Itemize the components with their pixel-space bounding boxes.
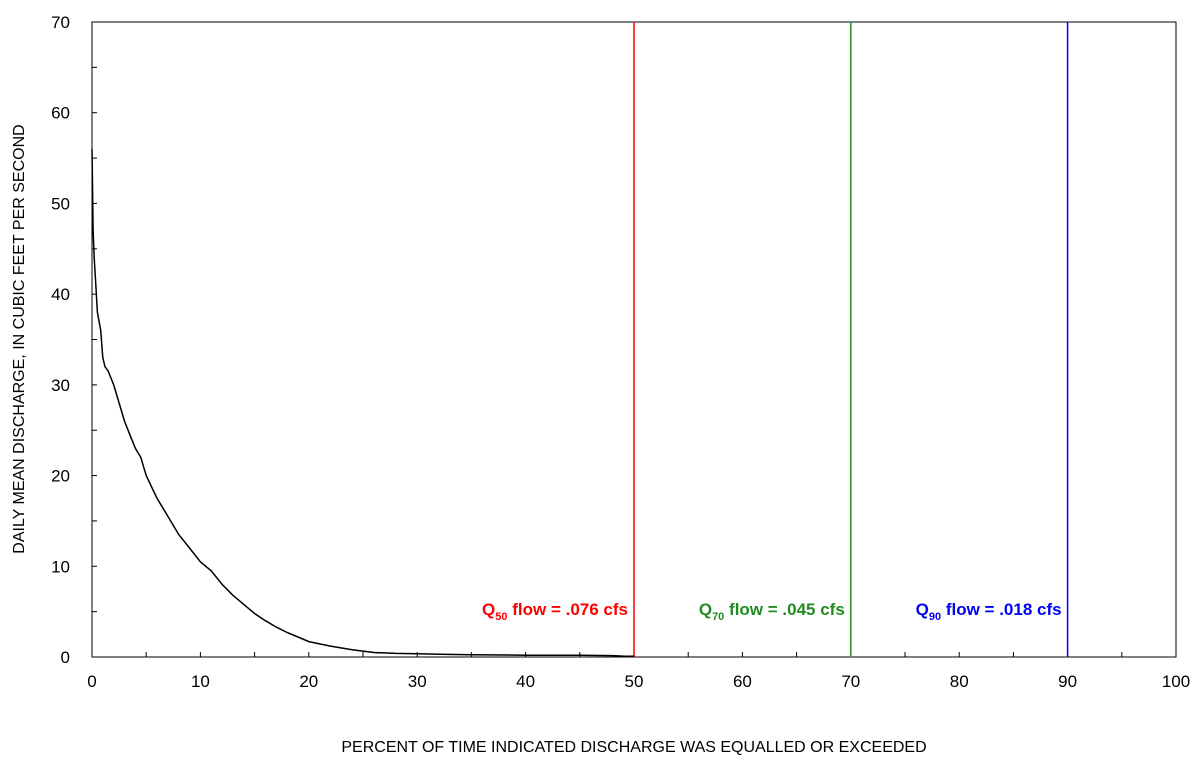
y-tick-label: 70 <box>51 13 70 32</box>
x-tick-labels: 0 10 20 30 40 50 60 70 80 90 100 <box>87 672 1190 691</box>
x-axis-title: PERCENT OF TIME INDICATED DISCHARGE WAS … <box>341 739 926 756</box>
x-tick-label: 70 <box>841 672 860 691</box>
reference-lines <box>633 22 1069 657</box>
x-tick-label: 20 <box>299 672 318 691</box>
series-group <box>91 148 635 658</box>
x-tick-label: 0 <box>87 672 96 691</box>
x-tick-label: 80 <box>950 672 969 691</box>
y-tick-label: 40 <box>51 285 70 304</box>
y-tick-label: 0 <box>61 648 70 667</box>
x-tick-label: 60 <box>733 672 752 691</box>
y-tick-label: 30 <box>51 376 70 395</box>
x-tick-label: 100 <box>1162 672 1190 691</box>
y-axis-title: DAILY MEAN DISCHARGE, IN CUBIC FEET PER … <box>11 124 28 553</box>
duration-curve <box>91 148 635 658</box>
y-tick-label: 20 <box>51 467 70 486</box>
q50-label: Q50 flow = .076 cfs <box>482 600 628 623</box>
q70-label: Q70 flow = .045 cfs <box>699 600 845 623</box>
y-tick-labels: 0 10 20 30 40 50 60 70 <box>51 13 70 667</box>
y-tick-label: 10 <box>51 557 70 576</box>
x-tick-label: 10 <box>191 672 210 691</box>
annotations: Q50 flow = .076 cfs Q70 flow = .045 cfs Q9… <box>482 600 1062 623</box>
y-tick-label: 50 <box>51 194 70 213</box>
q90-label: Q90 flow = .018 cfs <box>916 600 1062 623</box>
x-tick-label: 90 <box>1058 672 1077 691</box>
minor-ticks <box>92 66 1123 657</box>
x-tick-label: 40 <box>516 672 535 691</box>
x-tick-label: 50 <box>625 672 644 691</box>
x-tick-label: 30 <box>408 672 427 691</box>
y-tick-label: 60 <box>51 104 70 123</box>
